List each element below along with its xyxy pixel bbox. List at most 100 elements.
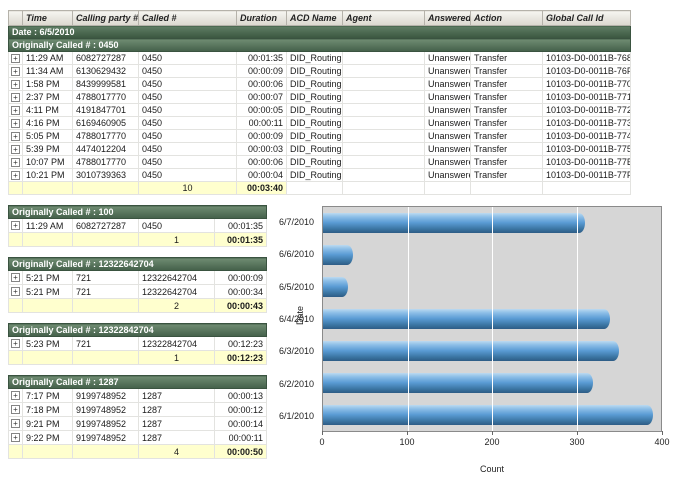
summary-spacer bbox=[72, 181, 139, 195]
duration-cell: 00:00:09 bbox=[236, 129, 287, 143]
time-cell: 4:16 PM bbox=[22, 116, 73, 130]
expand-icon[interactable]: + bbox=[11, 53, 20, 63]
summary-spacer bbox=[22, 444, 73, 459]
expand-icon[interactable]: + bbox=[11, 170, 20, 180]
duration-cell: 00:00:11 bbox=[213, 430, 268, 445]
chart-category-label: 6/4/2010 bbox=[278, 313, 314, 324]
chart-bar bbox=[323, 277, 349, 297]
expand-icon[interactable]: + bbox=[11, 157, 20, 167]
called-cell: 0450 bbox=[138, 103, 237, 117]
table-row: +5:21 PM 721 12322642704 00:00:09 bbox=[8, 270, 267, 285]
calling-party-cell: 9199748952 bbox=[72, 402, 139, 417]
duration-cell: 00:00:05 bbox=[236, 103, 287, 117]
call-group-table: Originally Called # : 100 +11:29 AM 608272… bbox=[7, 205, 268, 247]
called-cell: 0450 bbox=[138, 51, 237, 65]
summary-duration: 00:00:50 bbox=[213, 444, 268, 459]
duration-cell: 00:01:35 bbox=[236, 51, 287, 65]
agent-cell bbox=[342, 90, 425, 104]
expand-icon[interactable]: + bbox=[11, 339, 20, 348]
duration-cell: 00:00:06 bbox=[236, 155, 287, 169]
action-cell: Transfer bbox=[470, 51, 543, 65]
summary-duration: 00:03:40 bbox=[236, 181, 287, 195]
global-call-id-cell: 10103-D0-0011B-771 bbox=[542, 90, 631, 104]
chart-bar-row bbox=[323, 239, 661, 271]
called-cell: 12322842704 bbox=[138, 336, 215, 351]
table-row: +4:16 PM 6169460905 0450 00:00:11 DID_Routin… bbox=[8, 116, 631, 130]
time-cell: 11:34 AM bbox=[22, 64, 73, 78]
called-cell: 0450 bbox=[138, 129, 237, 143]
expand-icon[interactable]: + bbox=[11, 419, 20, 428]
group-header-band-label: Originally Called # : 12322642704 bbox=[8, 257, 267, 271]
expand-icon[interactable]: + bbox=[11, 131, 20, 141]
summary-row: 10 00:03:40 bbox=[8, 181, 631, 195]
chart-bar-row bbox=[323, 271, 661, 303]
expand-icon[interactable]: + bbox=[11, 433, 20, 442]
chart-bar bbox=[323, 405, 653, 425]
summary-count: 1 bbox=[138, 350, 215, 365]
expand-cell: + bbox=[8, 416, 23, 431]
call-group-table: Originally Called # : 1287 +7:17 PM 919974… bbox=[7, 375, 268, 459]
group-header-band: Originally Called # : 12322842704 bbox=[8, 323, 267, 337]
calling-party-cell: 9199748952 bbox=[72, 388, 139, 403]
action-cell: Transfer bbox=[470, 90, 543, 104]
table-row: +10:21 PM 3010739363 0450 00:00:04 DID_Routi… bbox=[8, 168, 631, 182]
expand-icon[interactable]: + bbox=[11, 79, 20, 89]
time-cell: 11:29 AM bbox=[22, 51, 73, 65]
duration-cell: 00:00:13 bbox=[213, 388, 268, 403]
chart-bar-row bbox=[323, 399, 661, 431]
table-row: +4:11 PM 4191847701 0450 00:00:05 DID_Routin… bbox=[8, 103, 631, 117]
summary-spacer bbox=[8, 350, 23, 365]
summary-spacer bbox=[22, 181, 73, 195]
calling-party-cell: 4788017770 bbox=[72, 129, 139, 143]
expand-icon[interactable]: + bbox=[11, 221, 20, 230]
expand-icon[interactable]: + bbox=[11, 287, 20, 296]
global-call-id-cell: 10103-D0-0011B-768 bbox=[542, 51, 631, 65]
duration-cell: 00:00:09 bbox=[236, 64, 287, 78]
duration-cell: 00:00:03 bbox=[236, 142, 287, 156]
expand-icon[interactable]: + bbox=[11, 144, 20, 154]
duration-cell: 00:00:04 bbox=[236, 168, 287, 182]
expand-cell: + bbox=[8, 270, 23, 285]
summary-spacer bbox=[22, 350, 73, 365]
summary-duration: 00:01:35 bbox=[213, 232, 268, 247]
chart-gridline bbox=[576, 207, 578, 431]
action-cell: Transfer bbox=[470, 116, 543, 130]
action-cell: Transfer bbox=[470, 77, 543, 91]
summary-row: 4 00:00:50 bbox=[8, 444, 268, 459]
calling-party-cell: 4788017770 bbox=[72, 155, 139, 169]
group-header-band-label: Originally Called # : 1287 bbox=[7, 375, 268, 389]
expand-cell: + bbox=[8, 64, 23, 78]
expand-cell: + bbox=[8, 51, 23, 65]
expand-icon[interactable]: + bbox=[11, 405, 20, 414]
acd-name-cell: DID_Routing bbox=[286, 64, 343, 78]
time-cell: 5:21 PM bbox=[22, 270, 73, 285]
expand-icon[interactable]: + bbox=[11, 66, 20, 76]
expand-icon[interactable]: + bbox=[11, 118, 20, 128]
chart-x-tick-label: 0 bbox=[319, 437, 325, 447]
expand-icon[interactable]: + bbox=[11, 92, 20, 102]
called-cell: 1287 bbox=[138, 430, 215, 445]
calling-party-cell: 4191847701 bbox=[72, 103, 139, 117]
summary-row: 2 00:00:43 bbox=[8, 298, 267, 313]
expand-cell: + bbox=[8, 218, 23, 233]
agent-cell bbox=[342, 51, 425, 65]
date-band: Date : 6/5/2010 bbox=[8, 25, 631, 39]
answered-cell: Unanswered bbox=[424, 116, 471, 130]
calling-party-cell: 4788017770 bbox=[72, 90, 139, 104]
action-cell: Transfer bbox=[470, 155, 543, 169]
time-cell: 7:17 PM bbox=[22, 388, 73, 403]
call-groups: Originally Called # : 100 +11:29 AM 608272… bbox=[7, 205, 268, 469]
date-band-label: Date : 6/5/2010 bbox=[8, 25, 631, 39]
summary-spacer bbox=[542, 181, 631, 195]
acd-name-cell: DID_Routing bbox=[286, 103, 343, 117]
chart-x-tick-label: 100 bbox=[399, 437, 415, 447]
expand-icon[interactable]: + bbox=[11, 391, 20, 400]
time-cell: 10:07 PM bbox=[22, 155, 73, 169]
col-header-action: Action bbox=[470, 10, 543, 26]
summary-spacer bbox=[22, 298, 73, 313]
expand-icon[interactable]: + bbox=[11, 273, 20, 282]
time-cell: 5:05 PM bbox=[22, 129, 73, 143]
expand-cell: + bbox=[8, 129, 23, 143]
expand-icon[interactable]: + bbox=[11, 105, 20, 115]
col-header-agent: Agent bbox=[342, 10, 425, 26]
